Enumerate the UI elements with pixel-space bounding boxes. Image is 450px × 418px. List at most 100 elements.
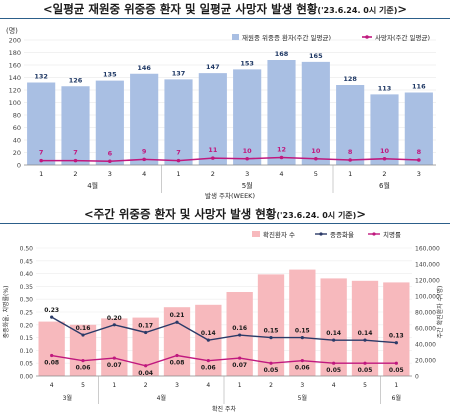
chart2-title-main: <주간 위중증 환자 및 사망자 발생 현황 [84,207,277,221]
chart2-severity-point [394,341,398,345]
chart1-bar-label: 168 [275,50,289,58]
chart2-severity-point [363,338,367,342]
chart2-fatality-label: 0.05 [326,367,341,374]
chart2-right-tick-label: 80,000 [415,310,436,317]
chart2-title-band [0,205,450,224]
chart1-death-point [417,158,421,162]
chart2-fatality-point [238,356,242,360]
chart1-x-tick-label: 1 [39,170,43,178]
chart1-month-label: 6월 [379,181,390,190]
chart1-legend-bar-swatch [232,34,239,40]
chart2-legend-bar-swatch [252,231,260,237]
chart1-bar-label: 132 [34,73,48,81]
chart2-bar [383,282,410,376]
chart2-severity-label: 0.23 [44,307,59,314]
chart2-fatality-point [112,356,116,360]
chart2-left-tick-label: 0.20 [20,322,34,329]
chart1-death-label: 11 [208,146,218,154]
chart2-month-label: 3월 [63,394,72,402]
chart2-severity-point [112,323,116,327]
chart2-fatality-point [206,359,210,363]
chart2-left-tick-label: 0.15 [20,335,34,342]
chart1-bar-label: 165 [309,52,323,60]
chart2-x-tick-label: 5 [81,382,85,389]
chart1-x-title: 발생 주차(WEEK) [205,191,255,200]
chart2-severity-point [206,338,210,342]
chart1-death-point [73,158,78,163]
chart2-legend-fatality-label: 치명률 [383,230,401,239]
chart2-x-tick-label: 4 [206,382,210,389]
chart2-fatality-line [51,354,397,367]
chart2-x-tick-label: 1 [394,382,398,389]
chart2-right-tick-label: 100,000 [415,294,440,301]
chart2-severity-label: 0.16 [76,325,91,332]
chart2-fatality-label: 0.04 [138,370,153,377]
chart2-severity-point [269,336,273,340]
chart1-bar [27,82,56,165]
chart2-severity-label: 0.14 [326,330,341,337]
chart1-x-tick-label: 1 [176,170,180,178]
chart2-x-tick-label: 1 [112,382,116,389]
chart1-legend-bar-label: 재원중 위중증 환자(주간 일평균) [242,33,331,42]
chart1-bar-label: 135 [103,71,117,79]
chart2-bar [351,280,379,376]
chart2-legend-bar-label: 확진환자 수 [263,230,295,239]
chart2-right-tick-label: 120,000 [415,278,440,285]
chart1-month-label: 5월 [242,181,253,190]
chart2-fatality-label: 0.06 [201,365,216,372]
chart2-x-tick-label: 2 [269,382,273,389]
chart2-fatality-label: 0.06 [76,365,91,372]
chart2-legend-severity-marker [319,232,323,236]
chart1-y-unit: (명) [6,26,18,35]
chart2-left-tick-label: 0.10 [20,348,34,355]
chart2-fatality-point [300,359,304,363]
chart1-bar [164,79,193,165]
chart2-x-tick-label: 4 [332,382,336,389]
chart1-death-line [41,156,419,163]
chart2-bar [289,269,316,376]
chart1-bar [198,73,227,165]
chart2-bar [320,278,347,376]
chart2-severity-point [175,320,179,324]
chart2-severity-point [144,330,148,335]
chart2-bar [257,274,285,376]
chart2-title-note: ('23.6.24. 0시 기준) [276,211,357,220]
chart2-right-axis-label: 주간 확진환자 수(명) [436,286,444,339]
chart1-x-tick-label: 4 [279,170,283,178]
chart1-x-tick-label: 4 [142,170,146,178]
chart2-fatality-point [363,361,367,365]
chart2-fatality-label: 0.06 [295,365,310,372]
chart2-x-tick-label: 3 [175,382,179,389]
chart1-death-label: 10 [243,147,253,155]
chart2-bar [69,324,97,376]
chart2-legend-fatality-marker [372,232,376,236]
chart1-y-tick-label: 40 [13,137,21,145]
chart1-y-tick-label: 20 [13,149,21,157]
chart2-fatality-point [144,364,148,368]
chart2-month-label: 4월 [157,394,166,402]
chart2-severity-label: 0.15 [295,328,310,335]
chart2-fatality-point [81,359,85,363]
chart2-severity-label: 0.21 [170,312,185,319]
chart1-bar [61,86,90,165]
chart2-svg: 0.00 0.05 0.10 0.15 0.20 0.25 0.30 0.35 0.40 0.45… [2,230,444,413]
chart1-bar-label: 146 [137,64,151,72]
chart2-bar [38,321,65,376]
chart1-x-tick-label: 2 [211,170,215,178]
chart1-death-point [279,155,284,160]
chart2-x-tick-label: 5 [363,382,367,389]
chart1-death-point [245,156,249,161]
chart1-y-tick-label: 80 [13,112,21,120]
chart1-title-close: > [397,2,407,16]
chart1-month-label: 4월 [87,181,98,190]
chart2-title-close: > [356,207,366,221]
chart1-y-tick-label: 120 [9,87,21,95]
chart2-fatality-label: 0.05 [389,367,404,374]
chart1-bar-label: 147 [206,63,220,71]
chart1-bar [233,69,262,165]
chart2-fatality-point [50,353,54,358]
chart1-x-tick-label: 3 [108,170,112,178]
chart2-right-tick-label: 60,000 [415,326,436,333]
chart1-death-label: 10 [380,147,390,155]
chart1-death-point [142,157,146,162]
